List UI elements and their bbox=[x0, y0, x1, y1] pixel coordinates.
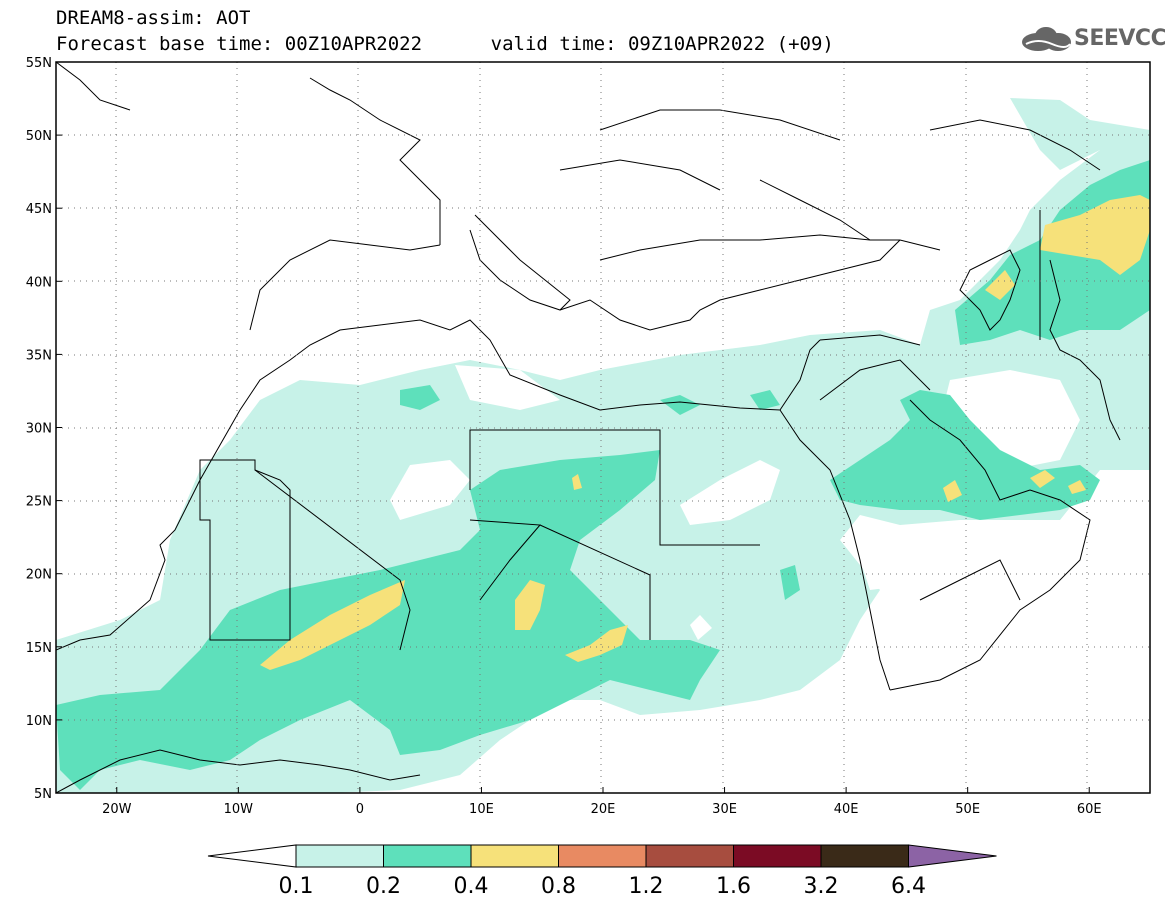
colorbar-level-label: 0.4 bbox=[454, 874, 489, 899]
map-title-line-1: DREAM8-assim: AOT bbox=[56, 7, 251, 29]
lat-tick-label: 50N bbox=[26, 129, 52, 144]
aot-level-0-2-field bbox=[56, 160, 1150, 790]
lat-tick-label: 55N bbox=[26, 56, 52, 71]
colorbar-segment bbox=[295, 844, 384, 868]
colorbar-segment bbox=[820, 844, 909, 868]
lat-tick-label: 30N bbox=[26, 422, 52, 437]
lon-tick-label: 10W bbox=[224, 802, 254, 817]
colorbar-segment bbox=[383, 844, 472, 868]
colorbar-segment bbox=[645, 844, 734, 868]
colorbar-level-label: 3.2 bbox=[804, 874, 839, 899]
logo-text: SEEVCCC bbox=[1074, 26, 1165, 51]
colorbar-level-label: 0.2 bbox=[366, 874, 401, 899]
lon-tick-label: 30E bbox=[712, 802, 737, 817]
colorbar-level-label: 6.4 bbox=[891, 874, 926, 899]
colorbar-segment bbox=[733, 844, 822, 868]
lat-tick-label: 45N bbox=[26, 202, 52, 217]
colorbar-level-label: 0.1 bbox=[279, 874, 314, 899]
colorbar-level-label: 1.6 bbox=[716, 874, 751, 899]
lon-tick-label: 20E bbox=[591, 802, 616, 817]
lat-tick-label: 40N bbox=[26, 275, 52, 290]
coastlines-and-borders bbox=[56, 62, 1121, 793]
lon-tick-label: 50E bbox=[955, 802, 980, 817]
aot-below-threshold-areas bbox=[390, 365, 1080, 640]
lat-tick-label: 25N bbox=[26, 495, 52, 510]
colorbar-segment bbox=[558, 844, 647, 868]
lat-tick-label: 35N bbox=[26, 348, 52, 363]
map-plot-area bbox=[56, 62, 1150, 793]
map-title-line-2: Forecast base time: 00Z10APR2022 valid t… bbox=[56, 33, 834, 55]
lon-tick-label: 20W bbox=[102, 802, 132, 817]
lat-lon-grid bbox=[56, 62, 1150, 793]
lat-tick-label: 10N bbox=[26, 714, 52, 729]
colorbar-over-triangle bbox=[908, 844, 997, 868]
latitude-axis: 55N 50N 45N 40N 35N 30N 25N 20N 15N 10N 5N bbox=[26, 56, 62, 802]
lat-tick-label: 5N bbox=[34, 787, 52, 802]
colorbar-level-label: 0.8 bbox=[541, 874, 576, 899]
colorbar-level-label: 1.2 bbox=[629, 874, 664, 899]
colorbar: 0.1 0.2 0.4 0.8 1.2 1.6 3.2 6.4 bbox=[207, 844, 997, 899]
cloud-logo-icon bbox=[1022, 27, 1071, 51]
lon-tick-label: 10E bbox=[469, 802, 494, 817]
colorbar-segment bbox=[470, 844, 559, 868]
longitude-axis: 20W 10W 0 10E 20E 30E 40E 50E 60E bbox=[102, 787, 1102, 817]
lon-tick-label: 0 bbox=[356, 802, 364, 817]
lon-tick-label: 40E bbox=[834, 802, 859, 817]
lat-tick-label: 15N bbox=[26, 641, 52, 656]
lon-tick-label: 60E bbox=[1077, 802, 1102, 817]
colorbar-under-triangle bbox=[207, 844, 297, 868]
lat-tick-label: 20N bbox=[26, 568, 52, 583]
